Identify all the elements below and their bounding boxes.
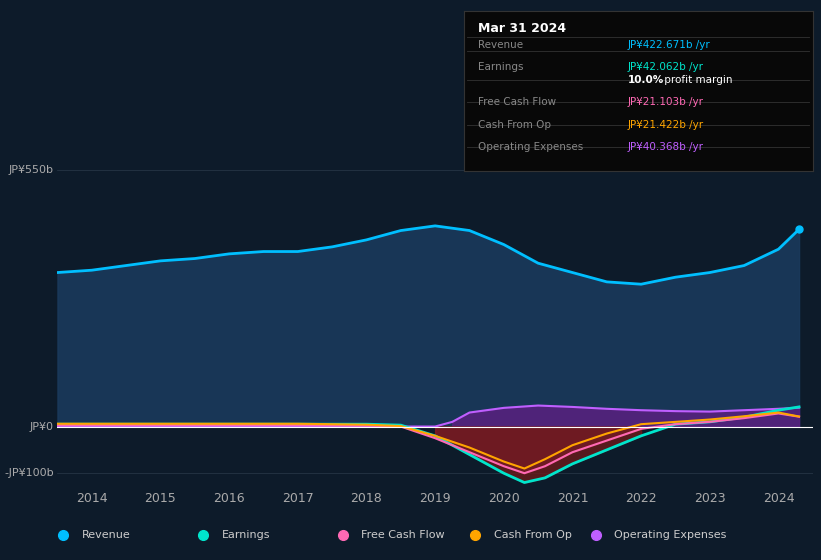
Text: Mar 31 2024: Mar 31 2024 (478, 22, 566, 35)
Text: profit margin: profit margin (661, 75, 732, 85)
Text: Cash From Op: Cash From Op (478, 120, 551, 130)
Text: JP¥550b: JP¥550b (9, 165, 53, 175)
Text: Earnings: Earnings (222, 530, 270, 540)
Text: JP¥21.422b /yr: JP¥21.422b /yr (628, 120, 704, 130)
Text: Revenue: Revenue (82, 530, 131, 540)
Text: Operating Expenses: Operating Expenses (478, 142, 583, 152)
Text: Free Cash Flow: Free Cash Flow (361, 530, 445, 540)
Text: JP¥40.368b /yr: JP¥40.368b /yr (628, 142, 704, 152)
Text: -JP¥100b: -JP¥100b (4, 468, 53, 478)
Text: 10.0%: 10.0% (628, 75, 664, 85)
Text: Operating Expenses: Operating Expenses (614, 530, 727, 540)
Text: JP¥422.671b /yr: JP¥422.671b /yr (628, 40, 711, 50)
Text: Cash From Op: Cash From Op (493, 530, 571, 540)
Text: JP¥42.062b /yr: JP¥42.062b /yr (628, 62, 704, 72)
Text: Revenue: Revenue (478, 40, 523, 50)
Text: JP¥21.103b /yr: JP¥21.103b /yr (628, 97, 704, 108)
Text: Free Cash Flow: Free Cash Flow (478, 97, 556, 108)
Text: Earnings: Earnings (478, 62, 523, 72)
Text: JP¥0: JP¥0 (30, 422, 53, 432)
